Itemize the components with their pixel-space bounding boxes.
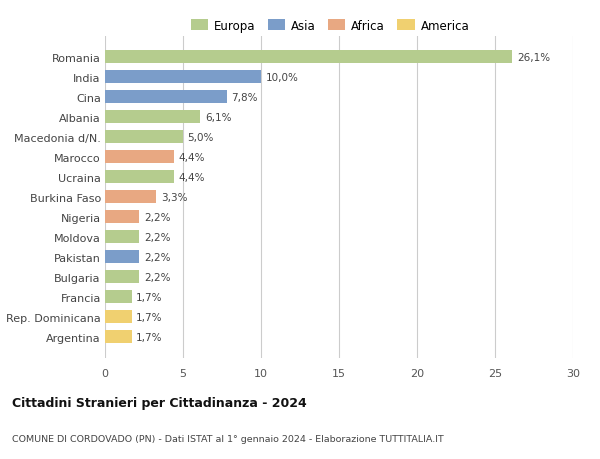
Bar [105,51,512,64]
Bar [105,91,227,104]
Bar [105,311,131,324]
Text: 3,3%: 3,3% [161,192,188,202]
Bar [105,330,131,343]
Bar [105,191,157,204]
Text: Cittadini Stranieri per Cittadinanza - 2024: Cittadini Stranieri per Cittadinanza - 2… [12,396,307,409]
Text: 2,2%: 2,2% [144,213,170,222]
Text: 10,0%: 10,0% [266,73,299,83]
Text: 5,0%: 5,0% [188,133,214,143]
Text: 2,2%: 2,2% [144,252,170,262]
Text: 6,1%: 6,1% [205,112,232,123]
Text: 4,4%: 4,4% [178,173,205,182]
Bar [105,231,139,244]
Text: 2,2%: 2,2% [144,232,170,242]
Bar [105,211,139,224]
Legend: Europa, Asia, Africa, America: Europa, Asia, Africa, America [186,15,474,38]
Text: 26,1%: 26,1% [517,53,550,63]
Bar [105,251,139,263]
Text: 2,2%: 2,2% [144,272,170,282]
Text: COMUNE DI CORDOVADO (PN) - Dati ISTAT al 1° gennaio 2024 - Elaborazione TUTTITAL: COMUNE DI CORDOVADO (PN) - Dati ISTAT al… [12,434,444,442]
Text: 1,7%: 1,7% [136,312,163,322]
Bar [105,131,183,144]
Text: 1,7%: 1,7% [136,332,163,342]
Text: 1,7%: 1,7% [136,292,163,302]
Bar [105,71,261,84]
Bar [105,111,200,124]
Text: 7,8%: 7,8% [232,93,258,103]
Bar [105,171,173,184]
Text: 4,4%: 4,4% [178,152,205,162]
Bar [105,271,139,284]
Bar [105,151,173,164]
Bar [105,291,131,303]
